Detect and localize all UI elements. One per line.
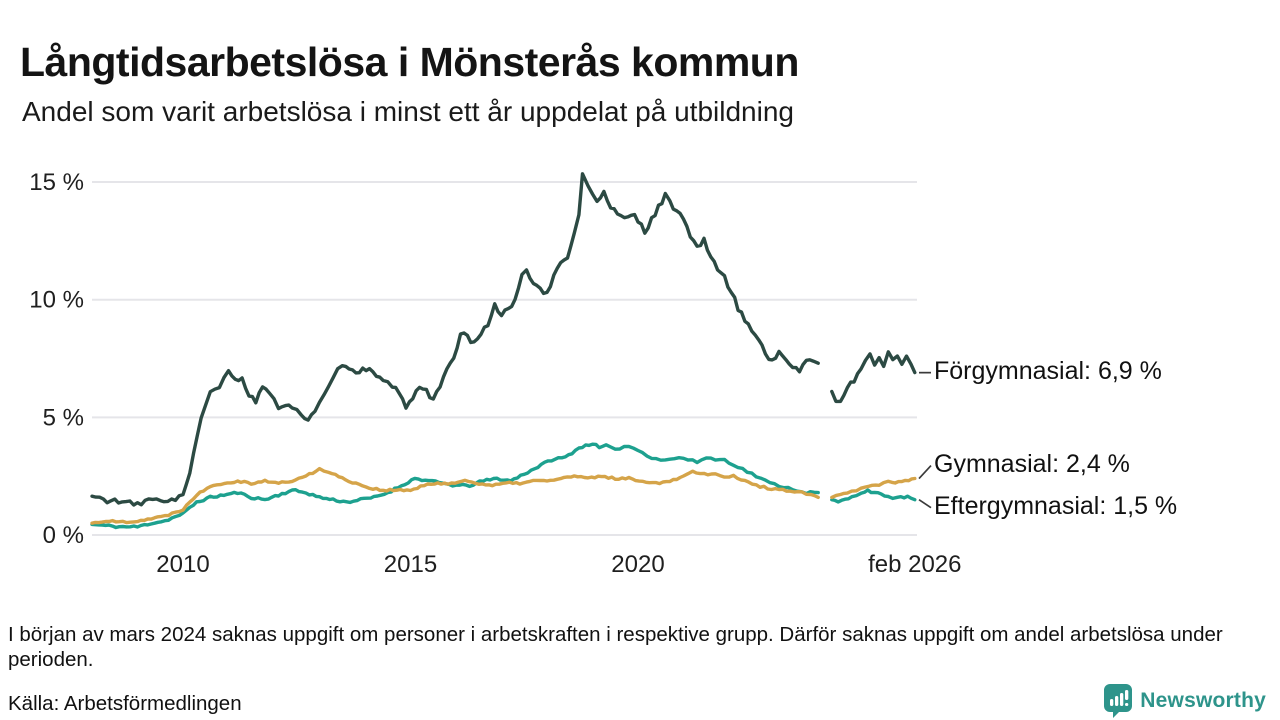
series-line-eftergymnasial <box>830 488 917 504</box>
page-title: Långtidsarbetslösa i Mönsterås kommun <box>20 39 799 86</box>
x-tick-label: feb 2026 <box>868 551 961 578</box>
series-end-label-gymnasial: Gymnasial: 2,4 % <box>934 449 1130 478</box>
label-connector <box>918 464 932 480</box>
y-tick-label: 0 % <box>43 522 84 549</box>
footnote-text: I början av mars 2024 saknas uppgift om … <box>8 623 1223 671</box>
y-tick-label: 15 % <box>29 169 84 196</box>
series-line-gymnasial <box>830 476 917 500</box>
newsworthy-wordmark: Newsworthy <box>1140 689 1266 712</box>
series-end-label-eftergymnasial: Eftergymnasial: 1,5 % <box>934 491 1178 520</box>
y-tick-label: 5 % <box>43 404 84 431</box>
newsworthy-bubble-chart-icon <box>1104 684 1133 718</box>
series-end-label-forgymnasial: Förgymnasial: 6,9 % <box>934 356 1162 385</box>
source-text: Källa: Arbetsförmedlingen <box>8 692 242 715</box>
series-line-förgymnasial <box>90 172 820 507</box>
newsworthy-logo: Newsworthy <box>1104 684 1266 718</box>
series-line-eftergymnasial <box>90 442 820 530</box>
x-tick-label: 2020 <box>611 551 664 578</box>
chart-subtitle: Andel som varit arbetslösa i minst ett å… <box>22 96 794 127</box>
x-tick-label: 2010 <box>156 551 209 578</box>
y-tick-label: 10 % <box>29 287 84 314</box>
series-line-gymnasial <box>90 466 820 525</box>
series-line-förgymnasial <box>830 350 917 404</box>
x-tick-label: 2015 <box>384 551 437 578</box>
label-connector <box>918 498 932 509</box>
